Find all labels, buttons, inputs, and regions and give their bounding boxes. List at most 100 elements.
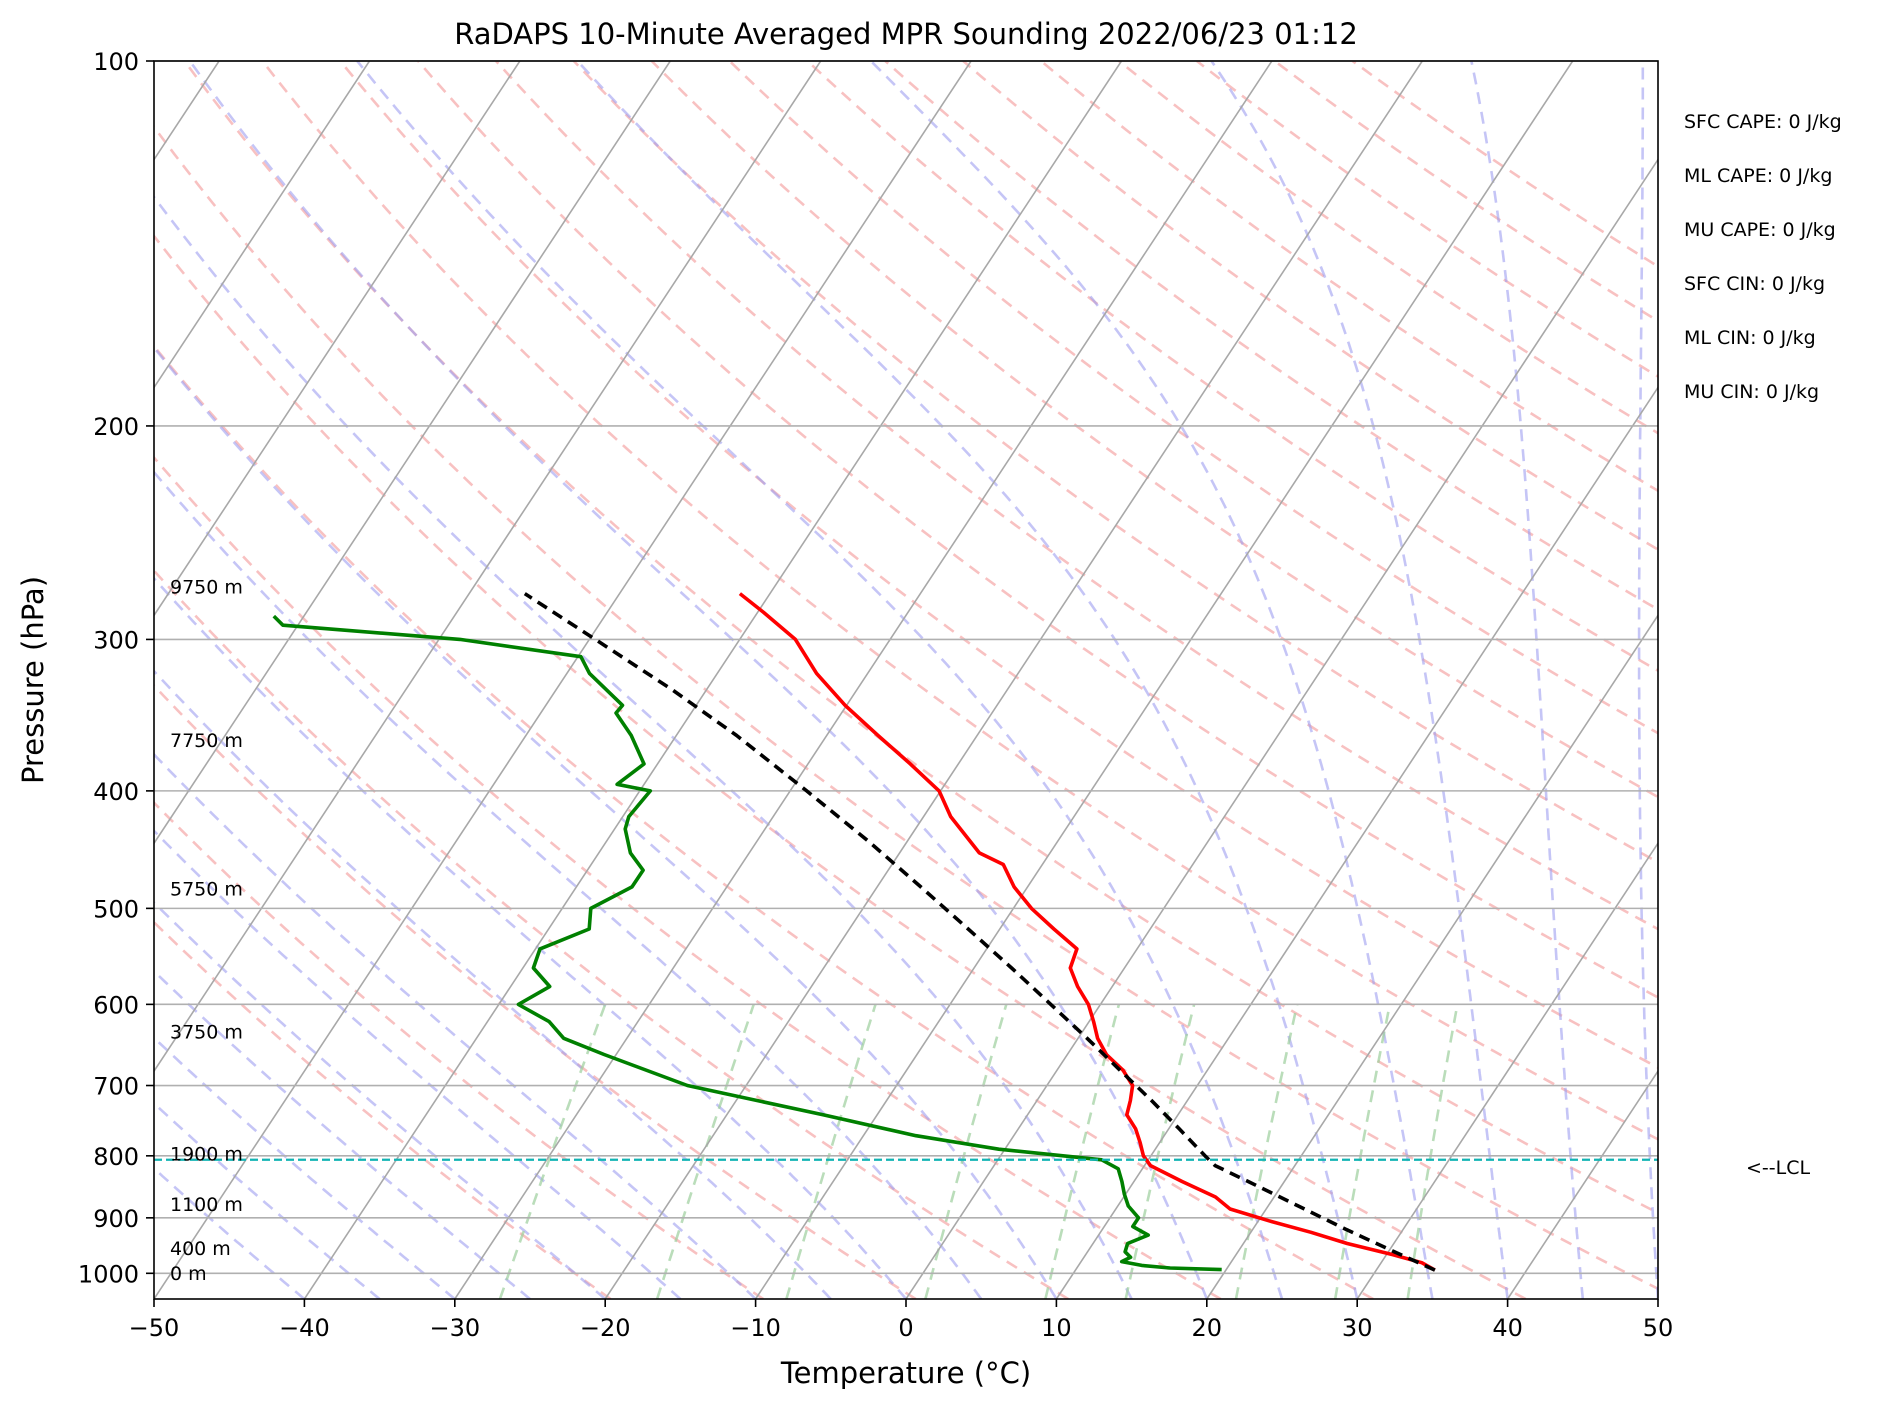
series-layer <box>272 592 1436 1272</box>
mixing-ratio-line <box>1234 1004 1299 1299</box>
mixing-ratio-line <box>785 1004 877 1299</box>
mixing-ratio-line <box>1406 1004 1459 1299</box>
mixing-ratio-line <box>1333 1004 1392 1299</box>
x-tick-label: −30 <box>429 1314 480 1342</box>
moist-adiabat <box>1210 61 1509 1299</box>
y-tick-label: 600 <box>93 991 139 1019</box>
height-label: 0 m <box>170 1263 207 1285</box>
lcl-layer: <--LCL <box>154 1157 1810 1179</box>
moist-adiabat <box>356 61 1284 1299</box>
height-label: 1900 m <box>170 1143 243 1165</box>
dry-adiabat <box>261 61 1658 1141</box>
stat-annotation: SFC CIN: 0 J/kg <box>1684 273 1825 295</box>
moist-adiabat <box>154 829 682 1299</box>
mixing-ratio-line <box>1124 1004 1196 1299</box>
height-label: 7750 m <box>170 730 243 752</box>
stats-annotations: SFC CAPE: 0 J/kg ML CAPE: 0 J/kg MU CAPE: … <box>1684 111 1842 403</box>
mixing-ratio-line <box>498 1003 607 1299</box>
mixing-ratio-line <box>655 1003 755 1299</box>
dry-adiabat <box>728 61 1658 735</box>
x-axis-label: Temperature (°C) <box>780 1356 1031 1390</box>
temperature-line <box>738 592 1436 1272</box>
moist-adiabat <box>154 194 1133 1299</box>
moist-adiabat <box>869 61 1434 1299</box>
x-tick-label: 50 <box>1643 1314 1674 1342</box>
isotherm <box>154 61 822 1073</box>
dry-adiabat <box>154 455 1222 1299</box>
x-tick-label: 30 <box>1342 1314 1373 1342</box>
dry-adiabat <box>806 61 1658 673</box>
height-label: 5750 m <box>170 879 243 901</box>
y-tick-label: 300 <box>93 626 139 654</box>
moist-adiabat <box>1470 61 1585 1299</box>
stat-annotation: ML CAPE: 0 J/kg <box>1684 165 1832 187</box>
dry-adiabat <box>650 61 1658 799</box>
isotherm <box>303 61 1123 1299</box>
height-label: 9750 m <box>170 577 243 599</box>
grid <box>154 60 1658 1275</box>
x-tick-label: −40 <box>279 1314 330 1342</box>
mixing-ratio-line <box>1044 1004 1121 1299</box>
stat-annotation: MU CIN: 0 J/kg <box>1684 381 1819 403</box>
height-label: 1100 m <box>170 1194 243 1216</box>
moist-adiabat <box>154 470 983 1299</box>
height-labels: 0 m 400 m 1100 m 1900 m 3750 m 5750 m 7750 m 97… <box>170 577 243 1286</box>
dry-adiabat <box>154 233 1527 1299</box>
x-tick-label: −50 <box>129 1314 180 1342</box>
y-tick-label: 500 <box>93 895 139 923</box>
isotherm <box>604 61 1423 1299</box>
stat-annotation: ML CIN: 0 J/kg <box>1684 327 1816 349</box>
isotherm <box>154 61 671 845</box>
dry-adiabat <box>154 344 1374 1299</box>
isotherm <box>905 158 1658 1299</box>
dry-adiabat <box>154 568 1069 1299</box>
moist-adiabat <box>576 61 1359 1299</box>
height-label: 3750 m <box>170 1021 243 1043</box>
dry-adiabat <box>339 61 1658 1069</box>
isotherm <box>454 61 1273 1299</box>
isotherm <box>1657 1297 1658 1299</box>
x-tick-label: 40 <box>1492 1314 1523 1342</box>
plot-background <box>154 61 1658 1299</box>
dry-adiabat <box>154 683 917 1299</box>
dry-adiabat <box>183 61 1658 1215</box>
dry-adiabat <box>572 61 1658 864</box>
x-axis-ticks: −50 −40 −30 −20 −10 0 10 20 30 40 50 <box>129 1299 1674 1342</box>
parcel-path-line <box>523 592 1436 1272</box>
isotherm <box>1055 386 1658 1299</box>
y-tick-label: 1000 <box>78 1260 139 1288</box>
x-tick-label: 20 <box>1192 1314 1223 1342</box>
isotherm <box>1206 613 1658 1299</box>
height-label: 400 m <box>170 1238 231 1260</box>
y-tick-label: 400 <box>93 778 139 806</box>
dewpoint-line <box>272 614 1222 1272</box>
y-tick-label: 900 <box>93 1205 139 1233</box>
moist-adiabat <box>154 900 607 1299</box>
y-tick-label: 200 <box>93 413 139 441</box>
stat-annotation: MU CAPE: 0 J/kg <box>1684 219 1836 241</box>
x-tick-label: 10 <box>1041 1314 1072 1342</box>
moist-adiabat <box>154 669 832 1299</box>
isotherm <box>154 61 371 389</box>
x-tick-label: −10 <box>730 1314 781 1342</box>
lcl-label: <--LCL <box>1746 1157 1810 1179</box>
dry-adiabat <box>154 124 1658 1291</box>
isotherm <box>1356 841 1658 1299</box>
isotherm <box>154 61 521 617</box>
isotherm <box>154 61 972 1299</box>
isotherm <box>754 61 1574 1299</box>
y-tick-label: 800 <box>93 1143 139 1171</box>
y-tick-label: 100 <box>93 48 139 76</box>
moist-adiabat <box>1637 61 1658 1299</box>
moist-adiabat <box>154 969 531 1299</box>
x-tick-label: 0 <box>898 1314 913 1342</box>
background-lines <box>154 61 1658 1299</box>
y-axis-label: Pressure (hPa) <box>16 576 50 784</box>
isotherm <box>1506 1069 1658 1299</box>
chart-title: RaDAPS 10-Minute Averaged MPR Sounding 2… <box>454 17 1358 51</box>
x-tick-label: −20 <box>580 1314 631 1342</box>
y-tick-label: 700 <box>93 1073 139 1101</box>
moist-adiabat <box>154 345 1058 1299</box>
dry-adiabat <box>154 800 764 1299</box>
